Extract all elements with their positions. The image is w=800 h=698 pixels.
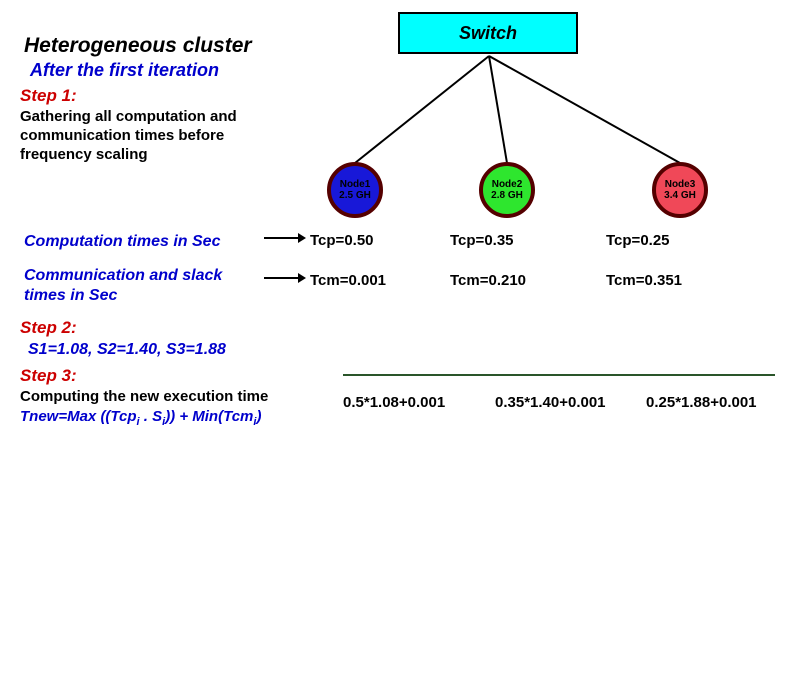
- step2-label: Step 2:: [20, 318, 77, 338]
- calc-3: 0.25*1.88+0.001: [646, 394, 757, 411]
- tcp-2: Tcp=0.35: [450, 232, 514, 249]
- node-3-name: Node3: [665, 179, 696, 190]
- switch-box: Switch: [398, 12, 578, 54]
- node-3: Node3 3.4 GH: [652, 162, 708, 218]
- node-1-freq: 2.5 GH: [339, 190, 371, 201]
- computation-label: Computation times in Sec: [24, 232, 220, 252]
- page-title: Heterogeneous cluster: [24, 34, 252, 58]
- step3-formula: Tnew=Max ((Tcpi . Si)) + Min(Tcmi): [20, 408, 261, 428]
- step1-desc: Gathering all computation and communicat…: [20, 108, 237, 164]
- node-1: Node1 2.5 GH: [327, 162, 383, 218]
- node-2: Node2 2.8 GH: [479, 162, 535, 218]
- node-2-name: Node2: [492, 179, 523, 190]
- communication-label: Communication and slack times in Sec: [24, 266, 222, 306]
- step2-values: S1=1.08, S2=1.40, S3=1.88: [28, 340, 226, 360]
- tcm-3: Tcm=0.351: [606, 272, 682, 289]
- step3-label: Step 3:: [20, 366, 77, 386]
- separator-line: [343, 374, 775, 376]
- tcm-1: Tcm=0.001: [310, 272, 386, 289]
- node-3-freq: 3.4 GH: [664, 190, 696, 201]
- tcp-1: Tcp=0.50: [310, 232, 374, 249]
- switch-label: Switch: [459, 23, 517, 44]
- arrow-communication: [262, 272, 307, 284]
- node-1-name: Node1: [340, 179, 371, 190]
- step1-label: Step 1:: [20, 86, 77, 106]
- tcm-2: Tcm=0.210: [450, 272, 526, 289]
- arrow-computation: [262, 232, 307, 244]
- step3-desc: Computing the new execution time: [20, 388, 268, 407]
- calc-1: 0.5*1.08+0.001: [343, 394, 445, 411]
- node-2-freq: 2.8 GH: [491, 190, 523, 201]
- tcp-3: Tcp=0.25: [606, 232, 670, 249]
- subtitle: After the first iteration: [30, 60, 219, 81]
- calc-2: 0.35*1.40+0.001: [495, 394, 606, 411]
